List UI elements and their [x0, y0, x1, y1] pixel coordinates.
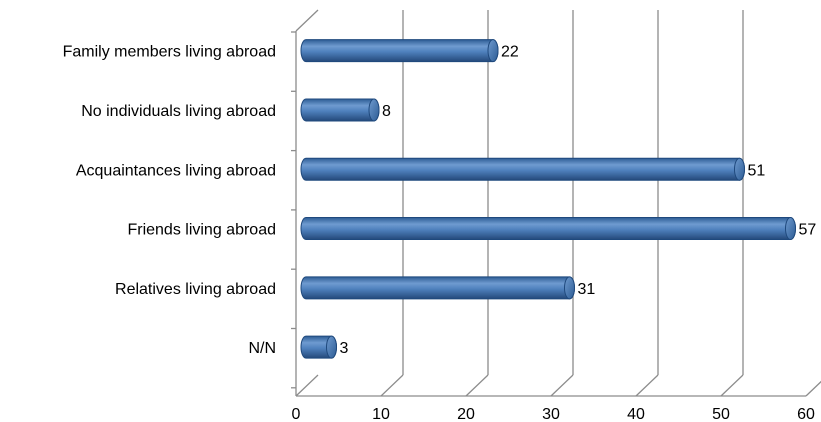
- category-label: Relatives living abroad: [115, 281, 276, 298]
- category-label: No individuals living abroad: [81, 103, 276, 120]
- x-tick-label: 10: [372, 406, 390, 422]
- bar: [300, 335, 337, 359]
- x-tick-label: 40: [627, 406, 645, 422]
- data-label: 3: [340, 340, 349, 357]
- bar-end-cap: [734, 157, 745, 181]
- bar-end-cap: [368, 98, 380, 122]
- data-label: 51: [748, 162, 766, 179]
- grid-lines: [295, 10, 821, 397]
- data-label: 57: [799, 222, 817, 239]
- x-tick-label: 0: [292, 406, 301, 422]
- side-wall-top-edge: [295, 9, 319, 32]
- bar: [300, 276, 575, 300]
- category-label: N/N: [248, 340, 276, 357]
- bar-end-cap: [487, 39, 499, 63]
- bar-body: [300, 217, 796, 241]
- labels: 0 10 20 30 40 50 60 Family members living abroa…: [63, 44, 817, 422]
- x-tick-label: 60: [797, 406, 815, 422]
- floor-gridline: [380, 374, 404, 397]
- bar-body: [300, 39, 499, 63]
- floor-gridline: [465, 374, 489, 397]
- bar-body: [300, 276, 575, 300]
- bar-body: [300, 157, 745, 181]
- data-label: 8: [382, 103, 391, 120]
- bar: [300, 39, 499, 63]
- x-tick-label: 50: [712, 406, 730, 422]
- bar: [300, 217, 796, 241]
- floor-gridline: [550, 374, 574, 397]
- bar-end-cap: [785, 217, 796, 241]
- data-label: 31: [578, 281, 596, 298]
- floor-gridline: [805, 380, 821, 397]
- bars: [300, 39, 796, 359]
- floor-gridline: [635, 374, 659, 397]
- category-label: Family members living abroad: [63, 44, 276, 61]
- floor-gridline: [295, 374, 319, 397]
- category-label: Acquaintances living abroad: [76, 162, 276, 179]
- category-label: Friends living abroad: [127, 222, 276, 239]
- x-tick-label: 20: [457, 406, 475, 422]
- bar-body: [300, 98, 380, 122]
- bar-end-cap: [326, 335, 337, 359]
- axes: [291, 9, 806, 397]
- floor-gridline: [720, 374, 744, 397]
- data-label: 22: [501, 44, 519, 61]
- x-tick-label: 30: [542, 406, 560, 422]
- bar-end-cap: [564, 276, 575, 300]
- bar: [300, 98, 380, 122]
- bar: [300, 157, 745, 181]
